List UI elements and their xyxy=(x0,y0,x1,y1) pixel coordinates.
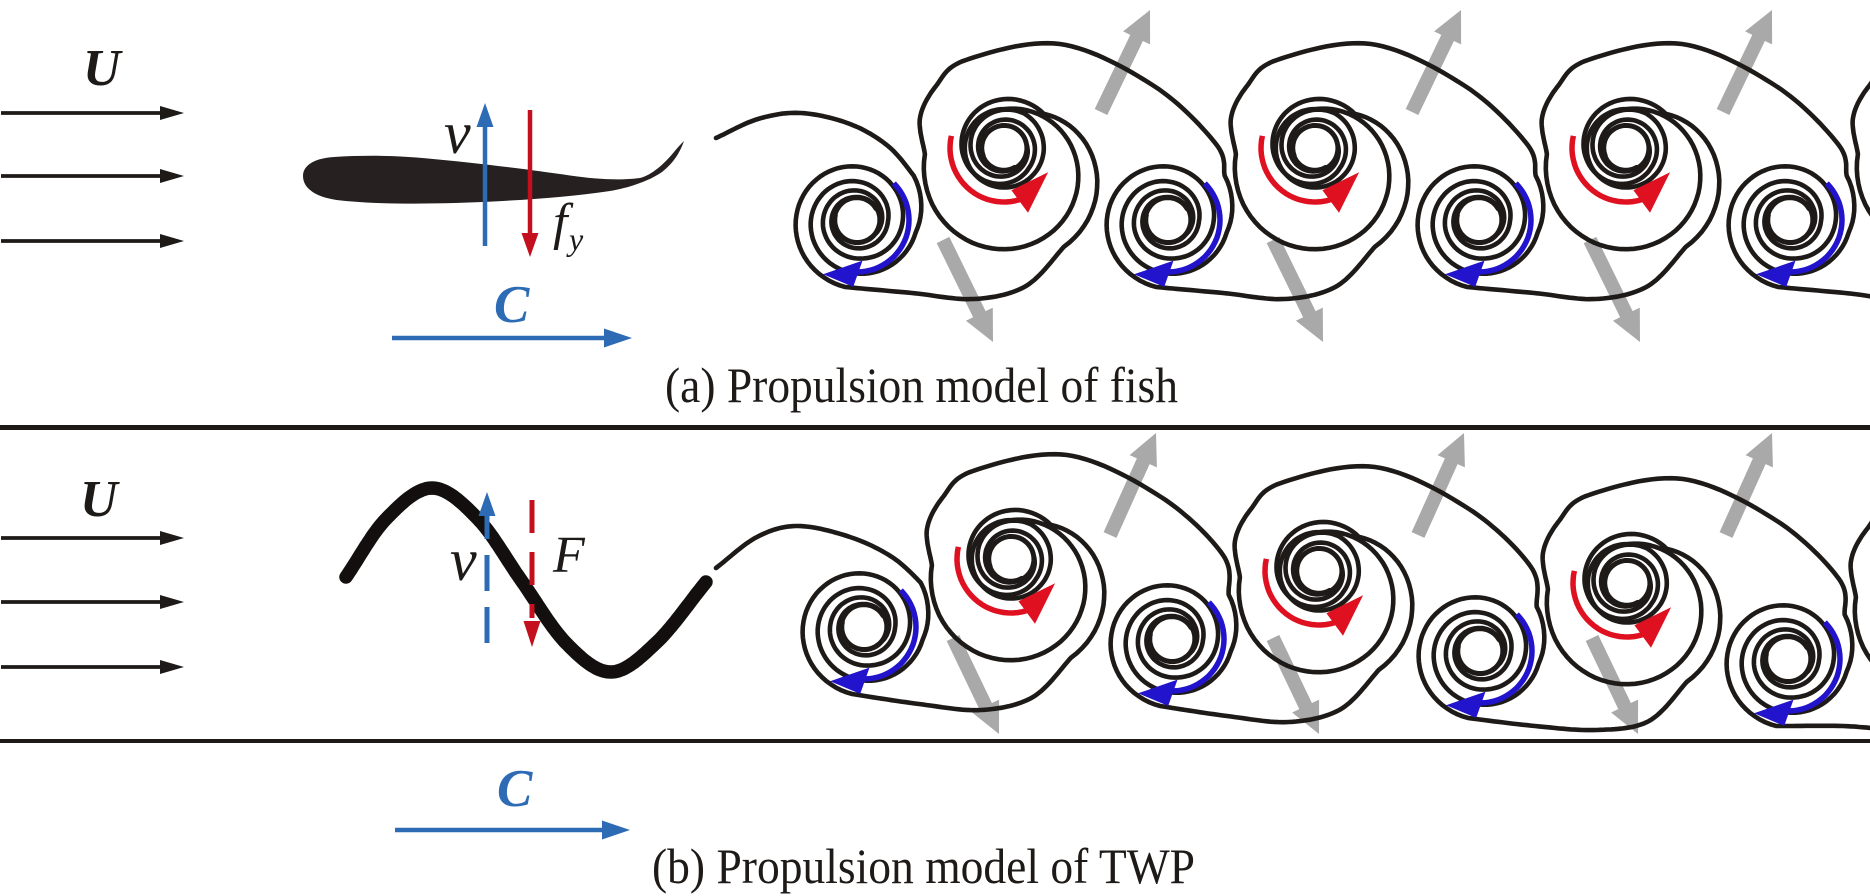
svg-text:(b) Propulsion model of TWP: (b) Propulsion model of TWP xyxy=(652,838,1195,894)
svg-text:v: v xyxy=(450,527,477,593)
svg-text:v: v xyxy=(444,100,471,166)
svg-text:F: F xyxy=(552,527,586,584)
svg-text:C: C xyxy=(497,760,533,818)
svg-text:y: y xyxy=(566,221,584,257)
svg-text:C: C xyxy=(494,276,530,334)
svg-text:U: U xyxy=(80,471,120,528)
svg-text:(a) Propulsion model of fish: (a) Propulsion model of fish xyxy=(665,357,1178,413)
svg-text:U: U xyxy=(83,40,123,97)
